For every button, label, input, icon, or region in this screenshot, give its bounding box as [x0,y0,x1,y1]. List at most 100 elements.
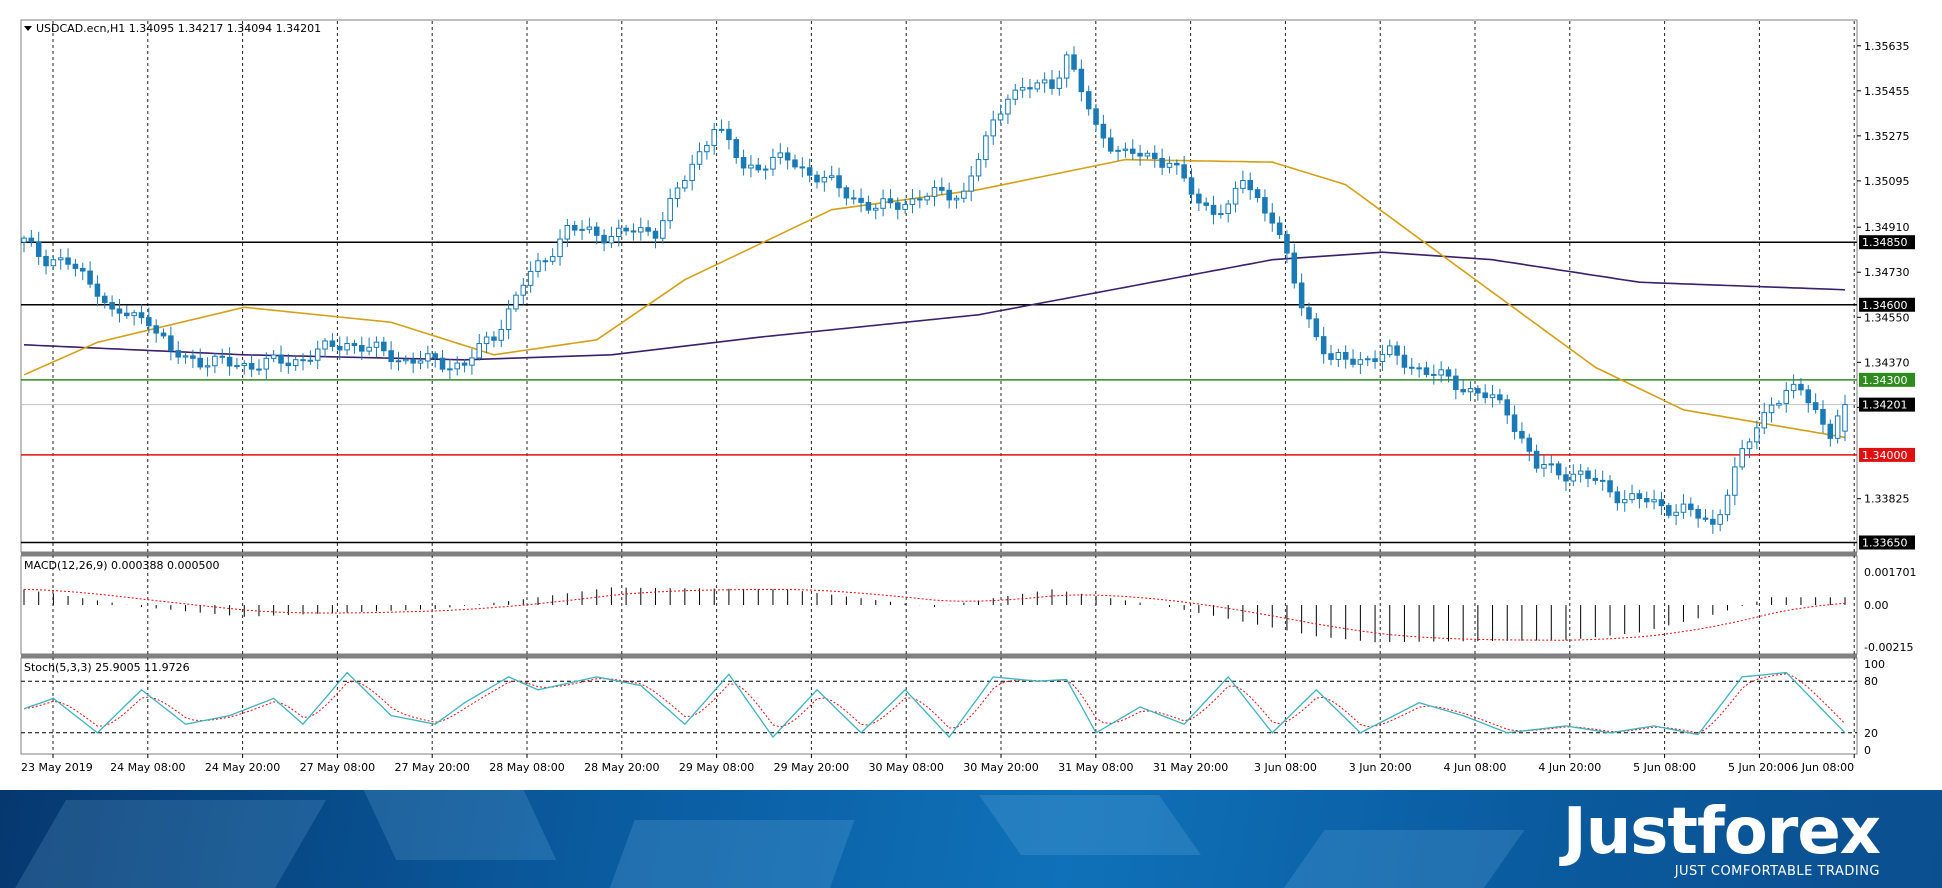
candle-body [1599,479,1606,482]
candle-body [498,328,505,341]
candle-body [1746,441,1753,450]
price-level-tag [1859,535,1915,550]
candle-body [1012,89,1019,100]
candle-body [1306,307,1312,320]
candle-body [1460,388,1466,393]
horizontal-levels [21,241,1857,544]
candle-body [109,302,115,310]
price-level-tag-label: 1.33650 [1862,536,1908,549]
candle-body [1739,448,1745,468]
candle-body [94,283,101,297]
candle-body [131,312,137,317]
candle-body [50,259,57,267]
candle-body [1621,499,1628,504]
candle-body [571,225,578,231]
price-level-tag-label: 1.34600 [1862,299,1908,312]
candle-body [1519,430,1525,439]
candle-body [1394,345,1400,356]
time-tick-label: 30 May 20:00 [963,761,1038,774]
price-level-tag-label: 1.34201 [1862,399,1908,412]
candle-body [777,152,784,158]
stoch-axis: 100 80 20 0 [1864,658,1885,757]
candle-body [1790,383,1797,392]
candle-body [762,168,769,171]
candle-body [799,166,806,169]
candle-body [557,238,563,258]
candle-body [1526,437,1533,452]
candle-body [138,312,145,319]
price-tick-label: 1.34370 [1864,356,1910,369]
candle-body [1144,152,1151,157]
candle-body [1196,193,1202,204]
candle-body [1416,367,1422,370]
candle-body [652,230,659,239]
candle-body [1276,222,1283,236]
candle-body [843,187,850,199]
time-tick-label: 27 May 08:00 [300,761,375,774]
candle-body [1342,351,1349,360]
candle-body [417,360,424,364]
symbol-header: USDCAD.ecn,H1 1.34095 1.34217 1.34094 1.… [36,22,321,35]
candle-body [726,128,732,141]
stoch-signal-line [23,673,1846,734]
candle-body [660,220,666,239]
candle-body [102,295,108,304]
candle-body [212,355,218,367]
candle-body [373,341,380,348]
candle-body [1078,68,1085,93]
candle-body [858,197,864,203]
time-tick-label: 4 Jun 08:00 [1444,761,1507,774]
candle-body [1834,415,1841,439]
candle-body [1768,404,1775,414]
candle-body [1724,494,1731,516]
candle-body [278,354,284,364]
candle-body [1702,517,1709,520]
candle-body [1284,234,1290,254]
candle-body [1614,491,1621,504]
candle-body [425,353,431,362]
candle-body [939,187,945,191]
candle-body [439,357,446,370]
candle-body [1328,353,1334,360]
candle-body [116,308,123,314]
candle-body [1710,518,1716,525]
candle-body [300,359,306,362]
candle-body [1386,345,1393,356]
macd-tick-label: -0.00215 [1864,641,1913,654]
triangle-down-icon[interactable] [24,26,32,31]
candle-body [322,340,328,350]
candle-body [821,176,828,183]
macd-axis: 0.001701 0.00 -0.00215 [1864,566,1917,654]
justforex-logo[interactable]: Justforex [1562,795,1881,869]
candle-body [1071,54,1077,70]
candle-body [1218,213,1224,216]
candle-body [564,225,571,240]
candle-body [79,267,86,272]
candle-body [1431,373,1437,376]
stoch-title: Stoch(5,3,3) 25.9005 11.9726 [24,661,190,674]
candle-body [983,135,989,161]
candle-body [711,128,717,147]
candle-body [395,360,402,363]
candle-body [1467,388,1474,393]
time-tick-label: 28 May 20:00 [584,761,659,774]
candle-body [1240,180,1246,189]
candle-body [1563,474,1569,482]
candle-body [87,270,93,285]
candle-body [1056,77,1063,89]
candle-body [1364,358,1371,361]
time-tick-label: 5 Jun 20:00 [1728,761,1791,774]
price-tick-label: 1.35455 [1864,85,1910,98]
time-tick-label: 29 May 20:00 [774,761,849,774]
candle-body [153,325,159,334]
candle-body [388,350,394,363]
candle-body [924,195,930,201]
candle-body [1812,402,1819,411]
macd-tick-label: 0.001701 [1864,566,1917,579]
candle-body [1291,252,1298,284]
candle-body [204,365,211,368]
candle-body [1445,369,1452,377]
candle-body [880,198,886,209]
candle-body [1695,509,1701,519]
candle-body [28,237,35,243]
